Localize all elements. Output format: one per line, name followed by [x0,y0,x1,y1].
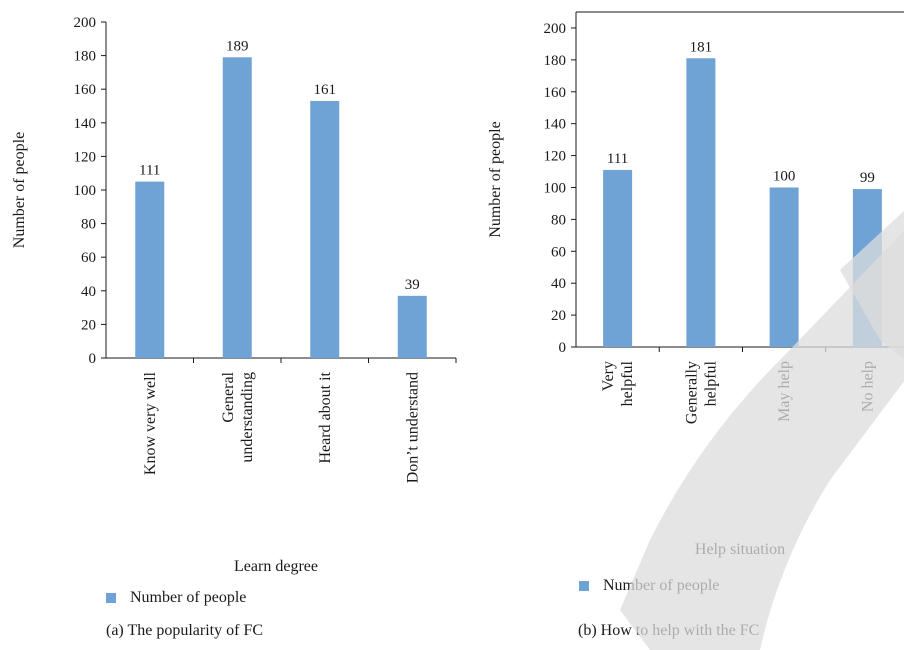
data-label: 111 [607,151,628,167]
y-tick-label: 140 [74,116,97,132]
y-tick-label: 100 [544,180,567,196]
legend-swatch [106,593,116,603]
y-tick-label: 40 [551,276,566,292]
y-tick-label: 160 [544,85,567,101]
y-tick-label: 20 [551,308,566,324]
category-label: Generally [683,361,700,424]
category-label: Very [600,361,617,391]
y-tick-label: 200 [544,21,567,37]
y-tick-label: 200 [74,15,97,31]
category-label: Know very well [142,371,159,475]
figure-caption: (a) The popularity of FC [106,622,263,639]
category-label: Heard about it [317,371,334,463]
watermark-arc [620,231,904,650]
bar [686,58,716,348]
y-tick-label: 120 [544,149,567,165]
y-tick-label: 60 [551,244,566,260]
y-tick-label: 60 [81,250,96,266]
data-label: 181 [690,39,713,55]
data-label: 39 [405,277,420,293]
watermark-logo [620,210,904,650]
y-tick-label: 160 [74,82,97,98]
category-label: helpful [619,360,636,406]
y-axis-title: Number of people [11,132,28,248]
data-label: 161 [314,82,337,98]
legend-swatch [579,581,589,591]
y-tick-label: 80 [551,212,566,228]
y-tick-label: 0 [559,340,567,356]
y-axis-title: Number of people [487,121,504,237]
chart-popularity: 0 20 40 60 80 100 120 140 160 180 200 111 Know very … [11,15,457,639]
category-label: helpful [702,360,719,406]
data-label: 189 [226,38,249,54]
y-tick-label: 20 [81,317,96,333]
category-label: Don’t understand [404,372,421,483]
y-tick-label: 120 [74,149,97,165]
bar [135,181,165,358]
y-tick-label: 100 [74,183,97,199]
watermark-wedge [840,210,904,360]
x-axis-title: Learn degree [234,558,318,575]
y-tick-label: 80 [81,217,96,233]
category-label: General [220,371,237,422]
bar [769,187,799,347]
bar [603,169,633,347]
bar [222,57,252,358]
bar [397,295,427,358]
y-tick-label: 180 [544,53,567,69]
data-label: 99 [860,170,875,186]
bar [310,100,340,359]
legend-label: Number of people [130,589,246,606]
y-tick-label: 180 [74,49,97,65]
category-label: understanding [239,372,256,463]
y-tick-label: 0 [89,351,97,367]
y-tick-label: 40 [81,284,96,300]
data-label: 100 [773,168,796,184]
data-label: 111 [139,163,160,179]
y-tick-label: 140 [544,117,567,133]
